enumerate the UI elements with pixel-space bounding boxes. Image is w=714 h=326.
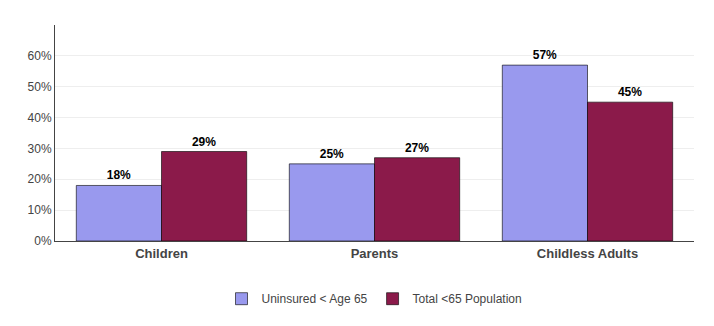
svg-text:10%: 10% bbox=[28, 203, 52, 217]
svg-text:Childless Adults: Childless Adults bbox=[537, 246, 638, 261]
svg-text:Uninsured < Age 65: Uninsured < Age 65 bbox=[262, 292, 368, 306]
svg-text:Parents: Parents bbox=[351, 246, 399, 261]
svg-text:45%: 45% bbox=[618, 85, 642, 99]
svg-text:30%: 30% bbox=[28, 142, 52, 156]
svg-text:Total <65 Population: Total <65 Population bbox=[413, 292, 522, 306]
svg-text:Children: Children bbox=[135, 246, 188, 261]
svg-text:27%: 27% bbox=[405, 141, 429, 155]
svg-text:25%: 25% bbox=[320, 147, 344, 161]
svg-text:60%: 60% bbox=[28, 49, 52, 63]
svg-text:40%: 40% bbox=[28, 111, 52, 125]
svg-text:18%: 18% bbox=[107, 168, 131, 182]
svg-text:20%: 20% bbox=[28, 172, 52, 186]
svg-text:29%: 29% bbox=[192, 135, 216, 149]
svg-text:0%: 0% bbox=[34, 234, 52, 248]
svg-text:57%: 57% bbox=[533, 48, 557, 62]
svg-text:50%: 50% bbox=[28, 80, 52, 94]
